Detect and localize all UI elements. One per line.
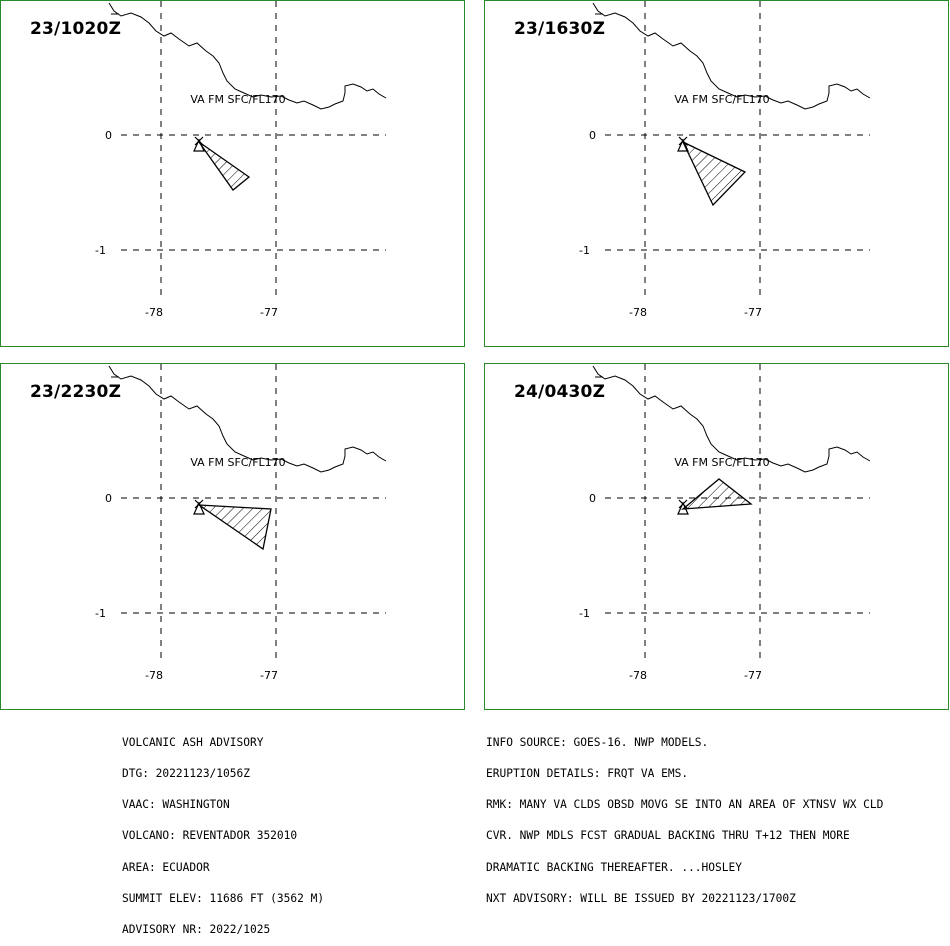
advisory-line: VOLCANO: REVENTADOR 352010 [122, 829, 298, 843]
advisory-line: INFO SOURCE: GOES-16. NWP MODELS. [486, 735, 709, 749]
graticule [605, 1, 870, 301]
lon-label-78: -78 [629, 306, 647, 319]
lat-label-0: 0 [105, 129, 112, 142]
advisory-line: SUMMIT ELEV: 11686 FT (3562 M) [122, 891, 325, 905]
advisory-line: DRAMATIC BACKING THEREAFTER. ...HOSLEY [486, 860, 742, 874]
lat-label-0: 0 [105, 492, 112, 505]
ash-cloud-1 [198, 141, 251, 191]
lon-label-78: -78 [145, 306, 163, 319]
panel-time: 23/2230Z [30, 382, 122, 402]
advisory-line: AREA: ECUADOR [122, 860, 210, 874]
advisory-remarks-block: INFO SOURCE: GOES-16. NWP MODELS. ERUPTI… [486, 717, 883, 915]
volcano-icon [677, 136, 689, 152]
lon-label-78: -78 [145, 669, 163, 682]
map-canvas-1: 0 -1 -78 -77 VA FM SFC/FL170 [95, 1, 387, 319]
ash-cloud-3 [196, 504, 272, 551]
lon-label-78: -78 [629, 669, 647, 682]
altitude-label: VA FM SFC/FL170 [190, 456, 285, 469]
graticule [121, 364, 386, 664]
lat-label-minus1: -1 [95, 607, 106, 620]
lon-label-77: -77 [744, 306, 762, 319]
map-canvas-4: 0 -1 -78 -77 VA FM SFC/FL170 [579, 364, 871, 682]
advisory-line: ADVISORY NR: 2022/1025 [122, 923, 271, 937]
advisory-header-block: VOLCANIC ASH ADVISORY DTG: 20221123/1056… [122, 717, 324, 946]
graticule [121, 1, 386, 301]
volcano-icon [193, 136, 205, 152]
advisory-line: VAAC: WASHINGTON [122, 798, 230, 812]
lat-label-minus1: -1 [579, 607, 590, 620]
lat-label-0: 0 [589, 492, 596, 505]
graticule [605, 364, 870, 664]
lat-label-minus1: -1 [579, 244, 590, 257]
lon-label-77: -77 [260, 669, 278, 682]
coastline [108, 365, 387, 473]
map-panel-4: 0 -1 -78 -77 VA FM SFC/FL170 24/0430Z [484, 363, 949, 710]
panel-time: 23/1020Z [30, 19, 122, 39]
altitude-label: VA FM SFC/FL170 [190, 93, 285, 106]
advisory-line: CVR. NWP MDLS FCST GRADUAL BACKING THRU … [486, 829, 850, 843]
altitude-label: VA FM SFC/FL170 [674, 456, 769, 469]
altitude-label: VA FM SFC/FL170 [674, 93, 769, 106]
map-panel-2: 0 -1 -78 -77 VA FM SFC/FL170 23/1630Z [484, 0, 949, 347]
lat-label-minus1: -1 [95, 244, 106, 257]
advisory-line: NXT ADVISORY: WILL BE ISSUED BY 20221123… [486, 891, 796, 905]
lon-label-77: -77 [744, 669, 762, 682]
volcano-icon [193, 499, 205, 515]
panel-time: 23/1630Z [514, 19, 606, 39]
coastline [592, 2, 871, 110]
map-panel-1: 0 -1 -78 -77 VA FM SFC/FL170 23/1020Z [0, 0, 465, 347]
advisory-line: DTG: 20221123/1056Z [122, 767, 250, 781]
volcano-icon [677, 499, 689, 515]
map-canvas-2: 0 -1 -78 -77 VA FM SFC/FL170 [579, 1, 871, 319]
coastline [592, 365, 871, 473]
lat-label-0: 0 [589, 129, 596, 142]
map-panel-3: 0 -1 -78 -77 VA FM SFC/FL170 23/2230Z [0, 363, 465, 710]
ash-cloud-4 [681, 478, 753, 510]
panel-time: 24/0430Z [514, 382, 606, 402]
advisory-line: ERUPTION DETAILS: FRQT VA EMS. [486, 767, 689, 781]
advisory-line: RMK: MANY VA CLDS OBSD MOVG SE INTO AN A… [486, 798, 884, 812]
ash-cloud-2 [681, 140, 747, 207]
advisory-line: VOLCANIC ASH ADVISORY [122, 735, 264, 749]
coastline [108, 2, 387, 110]
map-canvas-3: 0 -1 -78 -77 VA FM SFC/FL170 [95, 364, 387, 682]
lon-label-77: -77 [260, 306, 278, 319]
